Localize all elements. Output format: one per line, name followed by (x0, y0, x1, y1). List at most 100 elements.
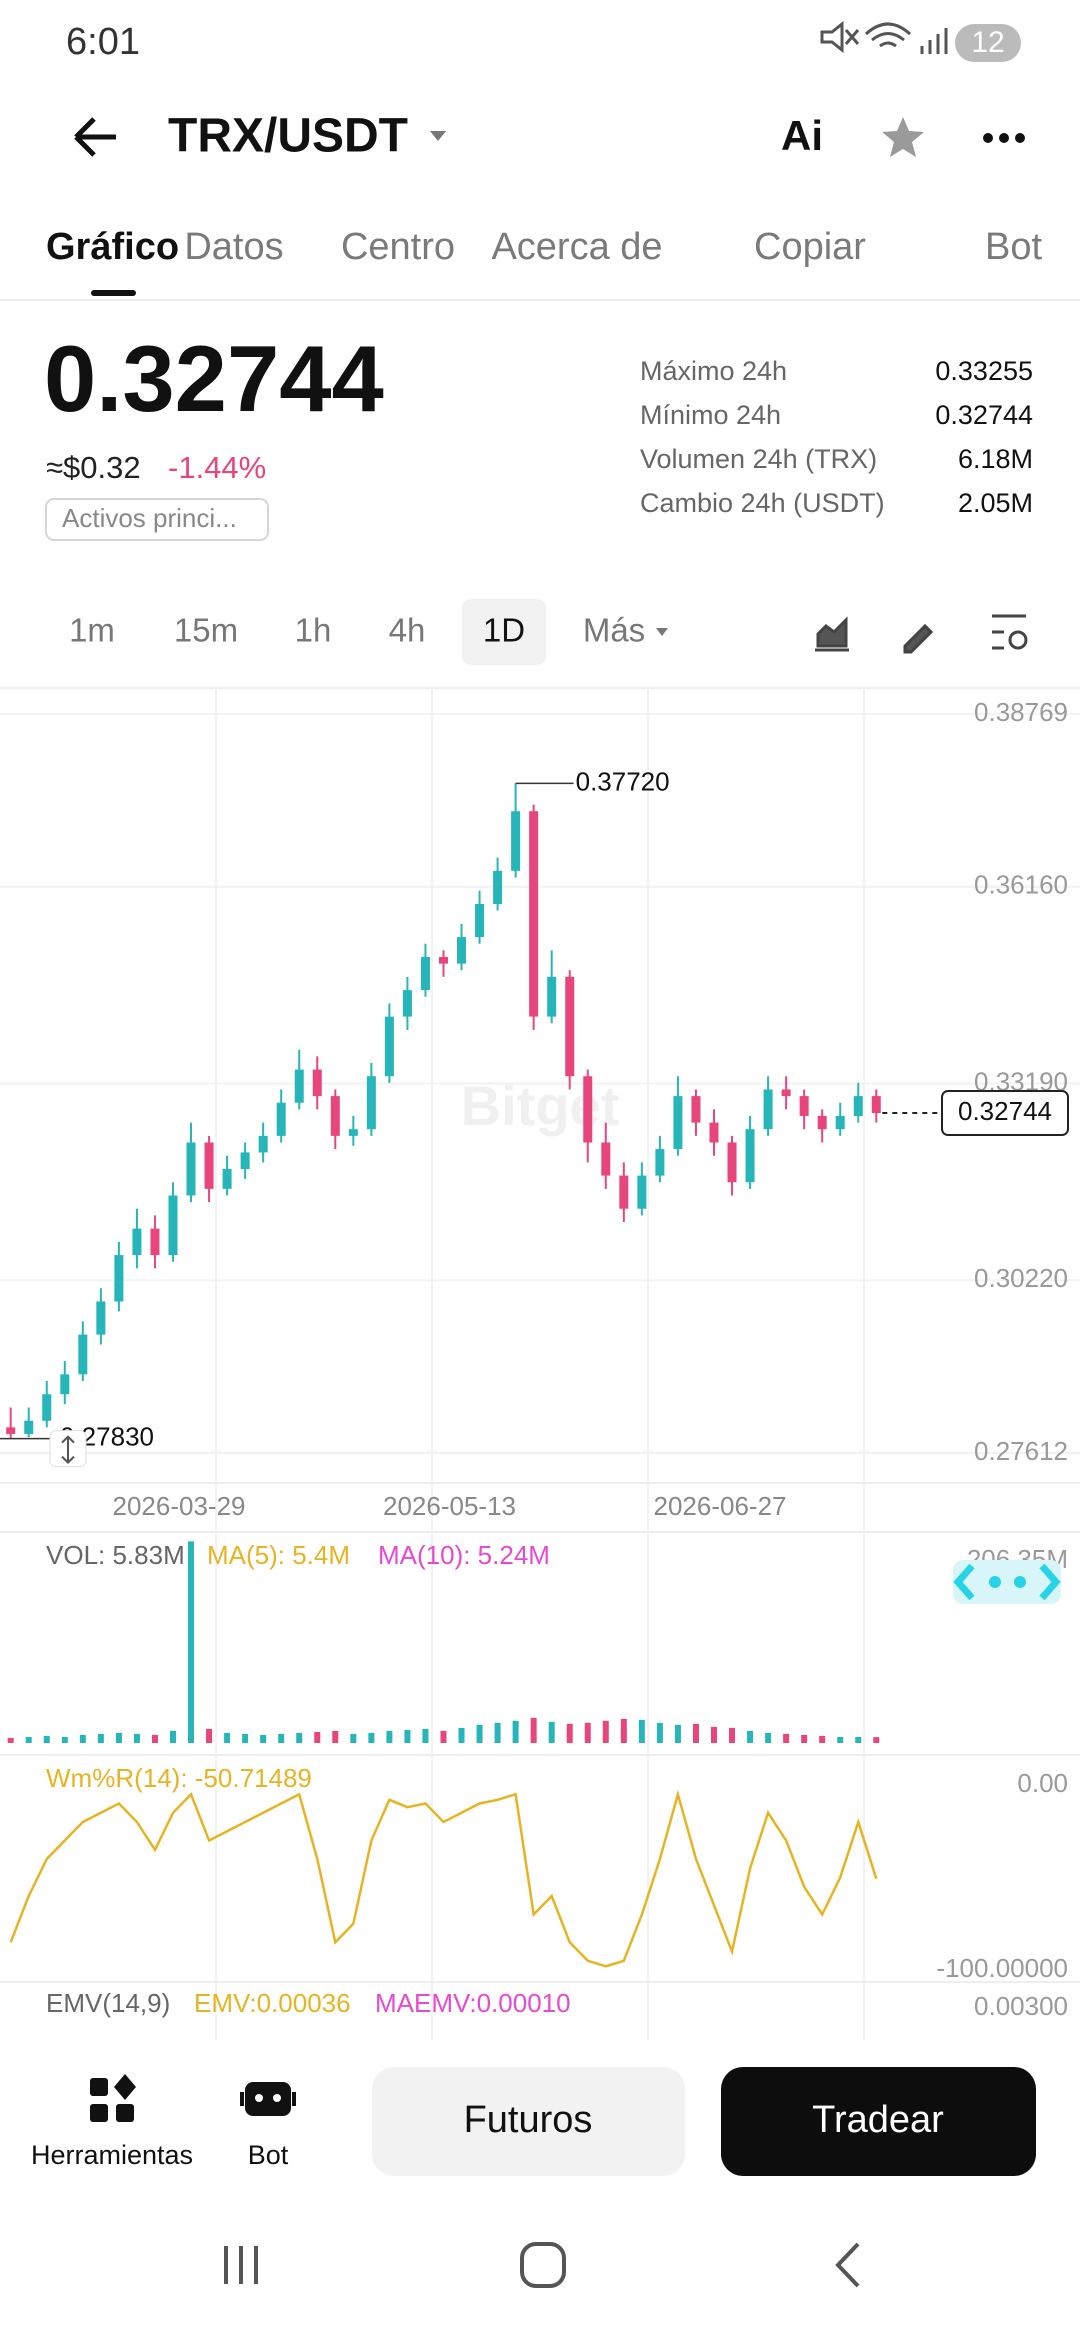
futures-button[interactable] (372, 2067, 685, 2176)
stat-value: 0.33255 (935, 356, 1033, 386)
timeframe[interactable]: 4h (389, 612, 426, 649)
candle-body (294, 1069, 304, 1103)
volume-bar (368, 1732, 375, 1743)
volume-bar (729, 1727, 736, 1743)
volume-bar (602, 1720, 609, 1743)
candle-body (709, 1122, 719, 1143)
candle-body (330, 1096, 340, 1136)
timeframe[interactable]: 1D (483, 612, 525, 649)
candle-body (781, 1089, 791, 1097)
expand-icon[interactable] (953, 1560, 1061, 1604)
timeframe[interactable]: 1h (295, 612, 332, 649)
candle-body (817, 1115, 827, 1130)
high-label: 0.37720 (576, 766, 670, 796)
tab[interactable]: Bot (985, 226, 1042, 268)
candle-body (132, 1228, 142, 1256)
x-tick-label: 2026-05-13 (383, 1491, 516, 1521)
stat-label: Máximo 24h (640, 356, 787, 386)
more-button[interactable] (983, 133, 1025, 143)
tab[interactable]: Copiar (754, 226, 866, 268)
candle-body (655, 1149, 665, 1176)
chart-tools[interactable] (815, 614, 1028, 654)
volume-bar (169, 1730, 176, 1743)
volume-bar (115, 1732, 122, 1743)
candle-body (420, 956, 430, 991)
ai-button[interactable]: Ai (781, 112, 823, 159)
futures-label[interactable]: Futuros (464, 2099, 593, 2141)
x-tick-label: 2026-03-29 (113, 1491, 246, 1521)
pair-title[interactable]: TRX/USDT (168, 110, 408, 163)
back-button[interactable] (74, 117, 116, 157)
y-tick-label: 0.30220 (974, 1263, 1068, 1293)
volume-bar (801, 1734, 808, 1743)
candle-body (673, 1096, 683, 1150)
tag-button[interactable] (45, 498, 269, 541)
candle-body (384, 1016, 394, 1077)
volume-bar (404, 1729, 411, 1743)
timeframe[interactable]: Más (583, 612, 645, 649)
volume-bar (747, 1730, 754, 1743)
scroll-icon (61, 1435, 75, 1465)
emv-value: EMV:0.00036 (194, 1988, 351, 2018)
stat-value: 0.32744 (935, 400, 1033, 430)
volume-bar (43, 1735, 50, 1743)
volume-bar (79, 1734, 86, 1743)
volume-bar (873, 1737, 880, 1743)
volume-bar (133, 1733, 140, 1743)
candle-body (493, 870, 503, 904)
volume-bar (242, 1733, 249, 1743)
candle-body (186, 1142, 196, 1196)
tab[interactable]: Centro (341, 226, 455, 268)
last-price-box (941, 1090, 1069, 1137)
timeframe[interactable]: 1m (69, 612, 115, 649)
favorite-button[interactable] (882, 117, 924, 157)
volume-bar (765, 1732, 772, 1743)
volume-bar (710, 1726, 717, 1743)
tab-indicator (91, 290, 136, 296)
candle-body (258, 1135, 268, 1153)
timeframe[interactable]: 15m (174, 612, 238, 649)
tools-icon[interactable] (90, 2074, 136, 2122)
pair-dropdown[interactable] (430, 131, 446, 141)
bot-icon[interactable] (240, 2082, 296, 2116)
volume-bar (638, 1719, 645, 1743)
volume-label: VOL: 5.83M (46, 1540, 185, 1570)
volume-bar (260, 1734, 267, 1743)
stat-label: Cambio 24h (USDT) (640, 488, 885, 518)
volume-bar (25, 1736, 32, 1743)
candle-body (745, 1129, 755, 1183)
candle-body (457, 937, 467, 964)
tab[interactable]: Acerca de (491, 226, 662, 268)
volume-bar (548, 1721, 555, 1743)
tools-label[interactable]: Herramientas (31, 2140, 193, 2170)
volume-bar (278, 1733, 285, 1743)
volume-bar (783, 1733, 790, 1743)
tab[interactable]: Gráfico (46, 226, 179, 268)
battery-level: 12 (971, 26, 1004, 59)
candle-body (60, 1374, 70, 1395)
volume-bar (494, 1722, 501, 1743)
wr-line (9, 1789, 878, 1968)
ma5-label: MA(5): 5.4M (207, 1540, 350, 1570)
volume-bar (837, 1736, 844, 1743)
volume-bar (61, 1736, 68, 1743)
y-tick-label: 0.38769 (974, 697, 1068, 727)
stat-label: Volumen 24h (TRX) (640, 444, 877, 474)
nav-bar[interactable] (224, 2242, 860, 2288)
volume-bar (674, 1724, 681, 1743)
timeframe-selected (462, 599, 546, 665)
volume-bar (566, 1723, 573, 1743)
tab[interactable]: Datos (184, 226, 283, 268)
trade-button[interactable] (721, 2067, 1036, 2176)
volume-bar (440, 1730, 447, 1743)
candle-body (871, 1096, 881, 1114)
volume-bar (224, 1732, 231, 1743)
volume-bar (350, 1733, 357, 1743)
last-price-label: 0.32744 (958, 1096, 1052, 1126)
volume-bar (188, 1541, 195, 1743)
bot-label[interactable]: Bot (248, 2140, 289, 2170)
trade-label[interactable]: Tradear (812, 2099, 944, 2141)
emv-tick-label: 0.00300 (974, 1991, 1068, 2021)
candle-body (78, 1334, 88, 1375)
